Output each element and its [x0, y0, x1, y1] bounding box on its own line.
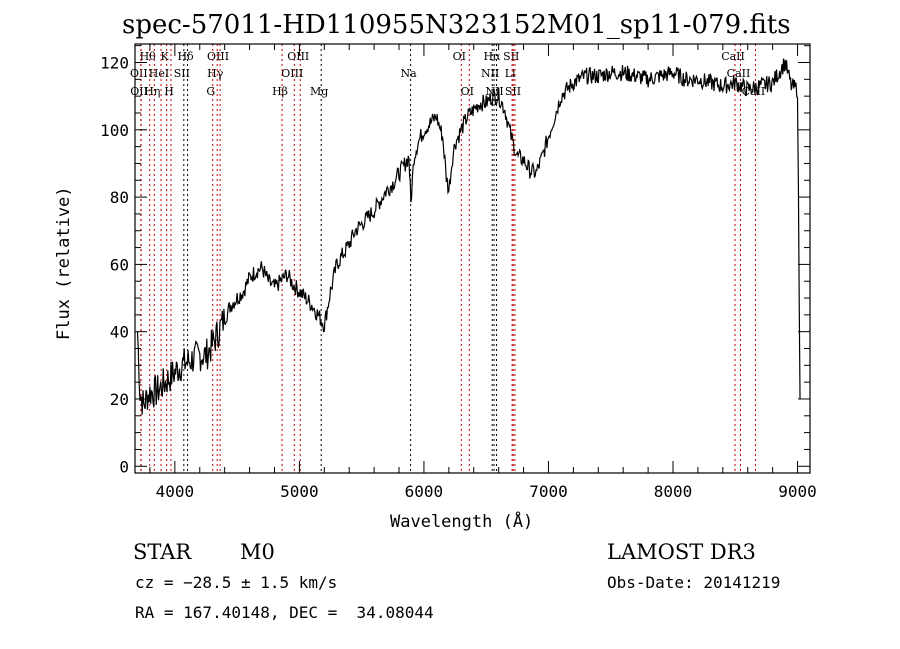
spectral-line-label: Hβ	[272, 85, 288, 98]
x-tick-label: 4000	[156, 482, 195, 501]
y-tick-label: 20	[110, 390, 129, 409]
spectral-line-label: Hθ	[140, 50, 157, 63]
spectral-line-label: CaII	[727, 67, 751, 80]
spectral-line-label: G	[206, 85, 215, 98]
spectral-line-label: SII	[503, 50, 519, 63]
y-tick-label: 120	[100, 54, 129, 73]
spectral-line-label: Hγ	[207, 67, 224, 80]
object-subclass: M0	[240, 540, 275, 564]
redshift-cz: cz = −28.5 ± 1.5 km/s	[135, 573, 338, 592]
spectral-line-label: OI	[453, 50, 466, 63]
spectral-line-label: K	[161, 50, 170, 63]
x-tick-label: 8000	[654, 482, 693, 501]
x-tick-label: 5000	[280, 482, 319, 501]
spectral-line-label: SII	[174, 67, 190, 80]
y-tick-label: 100	[100, 121, 129, 140]
chart-title: spec-57011-HD110955N323152M01_sp11-079.f…	[122, 10, 791, 40]
x-axis-label: Wavelength (Å)	[390, 512, 534, 532]
x-tick-label: 6000	[405, 482, 444, 501]
spectral-line-label: OIII	[287, 50, 309, 63]
spectral-line-label: OIII	[207, 50, 229, 63]
spectral-line-label: Mg	[310, 85, 328, 98]
x-tick-label: 9000	[778, 482, 817, 501]
spectral-line-label: HeI	[149, 67, 169, 80]
y-tick-label: 80	[110, 188, 129, 207]
x-tick-label: 7000	[529, 482, 568, 501]
spectral-line-label: NII	[481, 67, 499, 80]
spectral-line-label: H	[164, 85, 174, 98]
spectral-line-label: Na	[401, 67, 418, 80]
y-tick-label: 40	[110, 323, 129, 342]
object-class: STAR	[133, 540, 192, 564]
y-tick-label: 0	[119, 457, 129, 476]
spectral-line-label: OIII	[281, 67, 303, 80]
spectral-line-label: Hα	[484, 50, 502, 63]
spectrum-line	[136, 58, 801, 415]
y-tick-label: 60	[110, 255, 129, 274]
spectral-line-label: OII	[130, 67, 148, 80]
spectral-line-label: Li	[505, 67, 516, 80]
survey-name: LAMOST DR3	[607, 540, 756, 564]
obs-date: Obs-Date: 20141219	[607, 573, 781, 592]
spectral-line-label: CaII	[742, 85, 766, 98]
coordinates: RA = 167.40148, DEC = 34.08044	[135, 603, 434, 622]
spectral-line-label: CaII	[721, 50, 745, 63]
y-axis-label: Flux (relative)	[54, 186, 74, 340]
spectral-line-label: SII	[505, 85, 521, 98]
plot-frame	[134, 43, 811, 474]
spectral-line-label: Hη	[144, 85, 160, 98]
spectral-line-label: OI	[461, 85, 474, 98]
spectral-line-label: Hδ	[177, 50, 194, 63]
